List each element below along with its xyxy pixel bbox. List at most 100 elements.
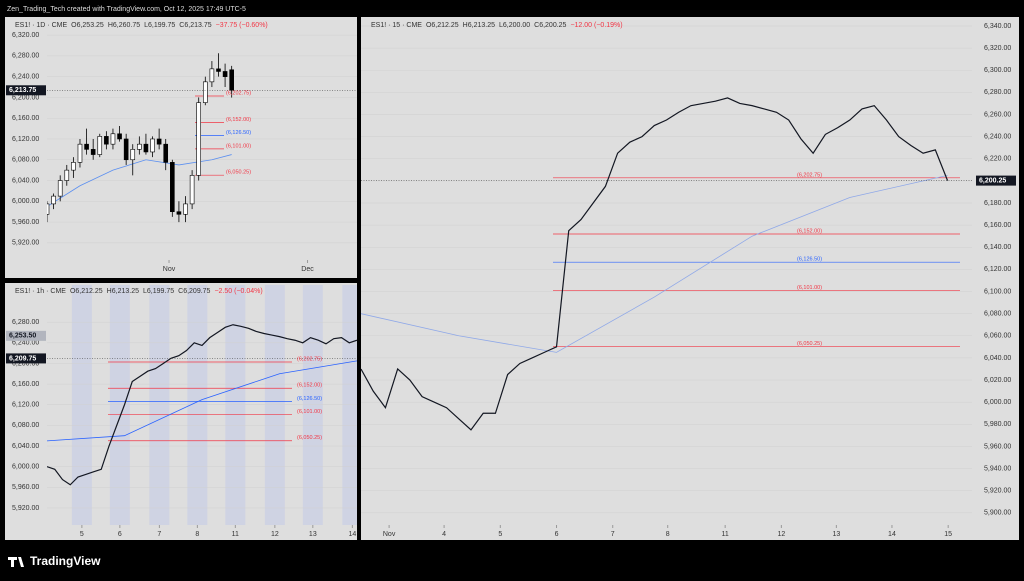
x-tick-label: 7 [157,531,161,538]
y-tick-label: 6,200.00 [12,360,39,367]
session-band [302,285,323,525]
y-tick-label: 6,060.00 [984,333,1011,340]
y-tick-label: 6,100.00 [984,288,1011,295]
y-tick-label: 6,280.00 [12,319,39,326]
y-tick-label: 6,120.00 [12,136,39,143]
y-tick-label: 5,920.00 [12,240,39,247]
session-band [71,285,92,525]
plot-area [47,321,357,509]
y-tick-label: 6,080.00 [12,157,39,164]
x-tick-label: 12 [271,531,279,538]
candle-body [137,143,142,150]
y-tick-label: 6,080.00 [984,311,1011,318]
level-label: (6,202.75) [297,356,322,362]
moving-average [47,360,357,442]
y-tick-label: 6,000.00 [12,464,39,471]
y-tick-label: 6,240.00 [12,340,39,347]
candle-body [51,195,56,205]
panel-background [361,17,1019,540]
y-tick-label: 6,000.00 [984,399,1011,406]
y-tick-label: 5,940.00 [984,465,1011,472]
price-tag-label: 6,213.75 [9,87,36,94]
ohlc-value: H6,260.75 [108,22,140,29]
ohlc-value: C6,213.75 [179,22,211,29]
candle-body [110,133,116,145]
y-tick-label: 6,280.00 [12,53,39,60]
y-tick-label: 6,160.00 [12,115,39,122]
panel-background [5,283,357,540]
ohlc-value: L6,199.75 [143,288,174,295]
candle-body [97,136,103,155]
price-tag [6,85,46,96]
price-tag [6,353,46,364]
session-band [264,285,285,525]
level-label: (6,152.00) [297,383,322,389]
y-tick-label: 6,040.00 [984,355,1011,362]
ohlc-value: O6,253.25 [71,22,104,29]
candle-body [57,180,63,197]
x-tick-label: 11 [722,531,729,538]
candle-body [156,138,162,145]
chart-legend: ES1! · 15 · CME O6,212.25 H6,213.25 L6,200.… [371,22,623,29]
candle-body [84,143,89,150]
candle-body [183,203,188,215]
session-band [149,285,170,525]
candle-body [170,162,175,212]
level-label: (6,126.50) [297,396,322,402]
level-label: (6,050.25) [797,341,822,347]
symbol: ES1! · 15 · CME [371,22,422,29]
ohlc-value: H6,213.25 [107,288,139,295]
price-tag [976,175,1016,186]
y-tick-label: 6,040.00 [12,443,39,450]
chart-panel: 6,280.00 6,240.00 6,200.00 6,160.00 6,120.00… [5,283,357,540]
candle-body [71,162,76,171]
session-band [109,285,130,525]
y-tick-label: 6,220.00 [984,156,1011,163]
price-line [47,324,357,486]
y-tick-label: 6,320.00 [12,32,39,39]
y-tick-label: 6,160.00 [984,222,1011,229]
candle-body [229,69,234,91]
session-band [225,285,246,525]
ohlc-value: H6,213.25 [463,22,495,29]
x-tick-label: 15 [944,531,952,538]
moving-average [361,174,948,353]
x-tick-label: 7 [611,531,615,538]
x-tick-label: 6 [118,531,122,538]
level-label: (6,101.00) [797,285,822,291]
change: −37.75 (−0.60%) [216,22,268,29]
ohlc-value: O6,212.25 [70,288,103,295]
x-tick-label: 14 [888,531,896,538]
x-tick-label: 11 [232,531,239,538]
x-tick-label: 4 [442,531,446,538]
y-tick-label: 6,280.00 [984,89,1011,96]
symbol: ES1! · 1h · CME [15,288,66,295]
change: −2.50 (−0.04%) [214,288,262,295]
level-label: (6,101.00) [297,409,322,415]
candle-body [189,175,195,205]
level-label: (6,050.25) [226,170,251,176]
x-tick-label: 5 [80,531,84,538]
y-tick-label: 5,900.00 [984,510,1011,517]
change: −12.00 (−0.19%) [570,22,622,29]
price-line [361,97,949,431]
x-tick-label: Nov [163,266,176,273]
x-tick-label: 12 [777,531,785,538]
y-tick-label: 6,340.00 [984,23,1011,30]
y-tick-label: 5,920.00 [12,505,39,512]
candle-body [202,81,208,103]
y-tick-label: 6,240.00 [12,73,39,80]
level-label: (6,202.75) [226,90,251,96]
level-label: (6,152.00) [226,117,251,123]
price-tag-label: 6,209.75 [9,355,36,362]
x-tick-label: 14 [348,531,356,538]
chart-legend: ES1! · 1D · CME O6,253.25 H6,260.75 L6,199.… [15,22,268,29]
brand: TradingView [30,554,101,568]
ohlc-value: C6,200.25 [534,22,566,29]
chart-panel: 6,340.00 6,320.00 6,300.00 6,280.00 6,260.00… [361,17,1019,540]
candle-body [222,71,228,77]
chart-panel: 6,320.00 6,280.00 6,240.00 6,200.00 6,160.00… [5,17,357,278]
ohlc-value: L6,199.75 [144,22,175,29]
